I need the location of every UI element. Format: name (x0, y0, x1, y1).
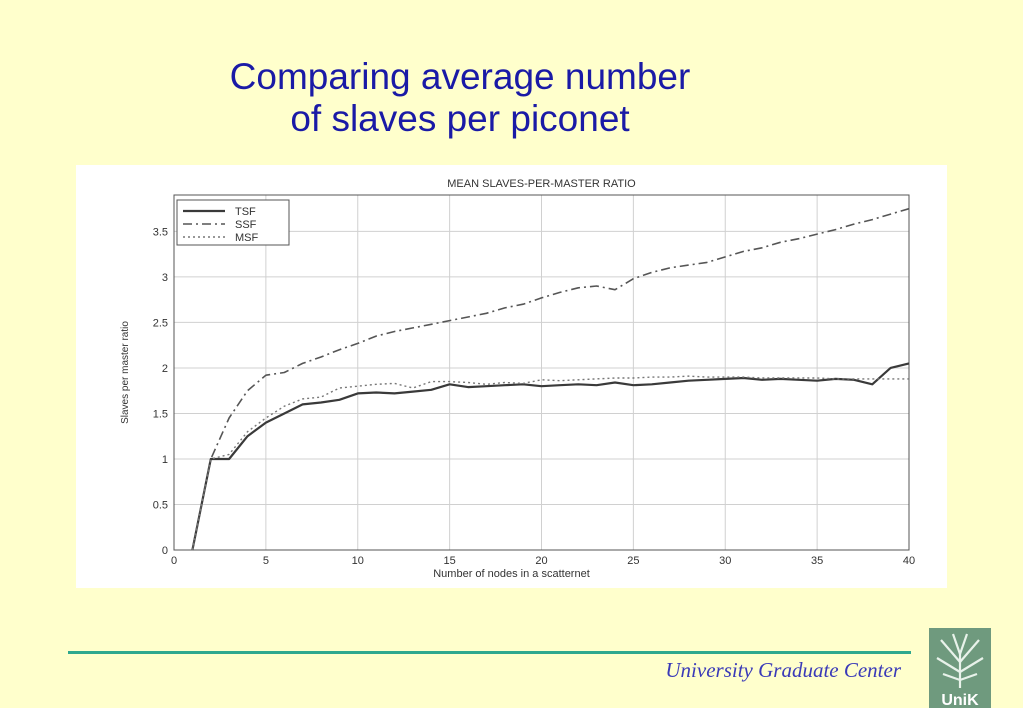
y-axis-label: Slaves per master ratio (120, 321, 131, 424)
x-axis-label: Number of nodes in a scatternet (433, 568, 590, 580)
unik-logo: UniK (929, 628, 991, 708)
y-tick-label: 2 (162, 363, 168, 375)
x-tick-label: 40 (903, 555, 915, 567)
x-tick-label: 15 (444, 555, 456, 567)
y-tick-label: 1 (162, 454, 168, 466)
series-line-msf (191, 375, 909, 551)
logo-tree-icon (936, 633, 984, 688)
y-tick-label: 2.5 (153, 317, 168, 329)
plot-frame (173, 194, 910, 551)
series-line-tsf (191, 362, 910, 551)
legend-label-ssf: SSF (235, 219, 257, 231)
x-tick-label: 35 (811, 555, 823, 567)
slide-title: Comparing average number of slaves per p… (0, 56, 920, 140)
legend-box (176, 199, 290, 246)
legend-label-msf: MSF (235, 232, 259, 244)
slide-title-line1: Comparing average number (229, 56, 691, 97)
slide-title-line2: of slaves per piconet (290, 98, 630, 139)
x-tick-label: 0 (171, 555, 177, 567)
chart-title: MEAN SLAVES-PER-MASTER RATIO (447, 178, 636, 190)
x-tick-label: 5 (263, 555, 269, 567)
y-tick-label: 3 (162, 272, 168, 284)
x-tick-label: 20 (535, 555, 547, 567)
x-tick-label: 30 (719, 555, 731, 567)
footer-text: University Graduate Center (665, 658, 901, 682)
logo-text: UniK (941, 692, 979, 708)
y-tick-label: 1.5 (153, 408, 168, 420)
y-tick-label: 0 (162, 545, 168, 557)
footer-divider (68, 651, 911, 654)
chart-panel: MEAN SLAVES-PER-MASTER RATIO 0 5 10 15 20 25 30… (76, 165, 947, 588)
y-tick-label: 3.5 (153, 226, 168, 238)
x-tick-label: 25 (627, 555, 639, 567)
y-tick-label: 0.5 (153, 499, 168, 511)
x-tick-label: 10 (352, 555, 364, 567)
legend-label-tsf: TSF (235, 206, 256, 218)
